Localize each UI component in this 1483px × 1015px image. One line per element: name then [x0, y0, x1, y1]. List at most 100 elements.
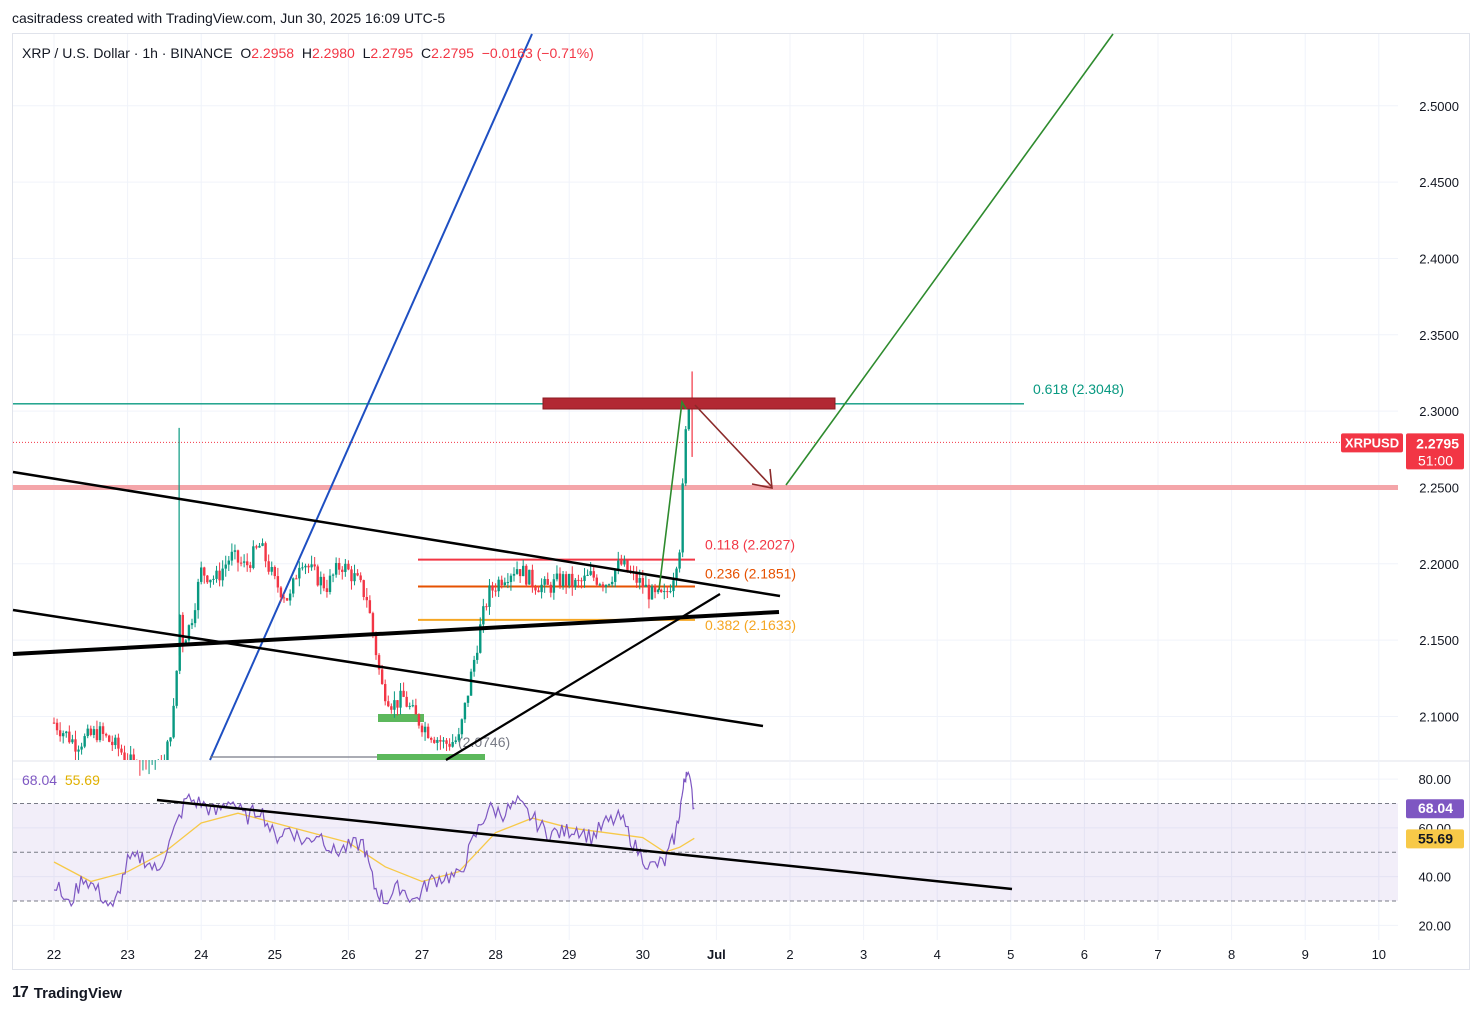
time-tick-label: 5 — [1007, 947, 1014, 962]
candle-body — [561, 574, 565, 587]
candle-body — [166, 741, 169, 760]
candle-body — [120, 748, 123, 753]
candle-body — [568, 573, 571, 586]
candle-body — [249, 565, 252, 568]
candle-body — [224, 564, 227, 569]
candle-body — [123, 752, 126, 760]
candle-body — [276, 576, 280, 588]
candle-body — [341, 569, 344, 572]
last-price-text: 2.2795 — [1416, 435, 1459, 451]
candle-body — [295, 578, 298, 580]
time-tick-label: 8 — [1228, 947, 1235, 962]
candle-body — [212, 578, 215, 580]
candle-body — [242, 561, 246, 563]
candle-body — [479, 624, 482, 653]
candle-body — [472, 659, 476, 672]
candle-body — [644, 584, 648, 588]
candle-body — [384, 684, 387, 702]
drawings-front — [12, 33, 1114, 761]
time-tick-label: 23 — [120, 947, 134, 962]
candle-body — [681, 483, 684, 553]
candle-body — [252, 546, 255, 568]
candle-body — [132, 754, 135, 760]
candle-body — [405, 696, 408, 707]
candle-body — [104, 733, 108, 736]
candle-body — [546, 578, 549, 585]
close-value: 2.2795 — [431, 45, 474, 61]
candle-body — [221, 568, 224, 581]
candle-body — [537, 590, 540, 593]
candle-body — [641, 578, 644, 588]
candle-body — [362, 580, 365, 598]
candle-body — [571, 573, 574, 587]
time-tick-label: 3 — [860, 947, 867, 962]
candle-body — [359, 575, 362, 581]
candle-body — [552, 579, 556, 593]
candle-body — [89, 728, 92, 735]
candle-body — [528, 569, 531, 585]
candle-body — [215, 570, 218, 579]
candle-body — [175, 670, 178, 706]
tradingview-logo-icon: 17 — [12, 984, 29, 1001]
rsi-band-fill — [13, 803, 1398, 901]
candle-body — [555, 573, 559, 580]
candle-body — [282, 597, 286, 599]
time-tick-label: 6 — [1081, 947, 1088, 962]
candle-body — [396, 700, 399, 708]
candle-body — [347, 563, 350, 570]
candle-body — [206, 575, 209, 583]
rsi-line — [53, 770, 695, 908]
candle-body — [509, 575, 513, 583]
tradingview-footer[interactable]: 17 TradingView — [12, 984, 122, 1002]
candle-body — [292, 578, 295, 594]
candle-body — [264, 543, 267, 562]
candle-body — [598, 584, 602, 586]
candle-body — [353, 573, 356, 582]
candle-body — [445, 740, 448, 744]
price-tick-label: 2.2500 — [1419, 480, 1459, 495]
candle-body — [469, 671, 473, 696]
candle-body — [512, 573, 516, 576]
price-tick-label: 2.3000 — [1419, 404, 1459, 419]
candle-body — [181, 614, 184, 646]
rsi-series — [53, 770, 1013, 908]
change-value: −0.0163 (−0.71%) — [481, 45, 594, 61]
green-impulse-arrow — [658, 399, 687, 591]
candle-body — [200, 567, 203, 582]
candle-body — [408, 705, 411, 707]
candle-body — [534, 587, 537, 591]
candle-body — [607, 584, 611, 586]
time-tick-label: 30 — [636, 947, 650, 962]
candle-body — [601, 584, 605, 587]
candle-body — [273, 567, 276, 577]
rising-trendline — [445, 593, 721, 761]
candle-body — [111, 741, 114, 746]
candle-body — [301, 567, 304, 569]
rsi-ma-line — [53, 812, 695, 883]
candle-body — [488, 585, 491, 607]
candle-body — [279, 587, 283, 598]
candle-body — [617, 560, 620, 571]
candle-body — [310, 564, 313, 568]
rsi-ma-badge-text: 55.69 — [1418, 830, 1453, 846]
candle-body — [338, 562, 341, 570]
candle-body — [390, 706, 393, 710]
candle-body — [350, 569, 353, 582]
candle-body — [460, 719, 464, 735]
candle-body — [239, 562, 243, 564]
candle-body — [285, 598, 289, 601]
time-tick-label: 7 — [1154, 947, 1161, 962]
candle-body — [193, 610, 197, 624]
price-tick-label: 2.5000 — [1419, 99, 1459, 114]
candle-body — [374, 633, 378, 656]
candle-body — [108, 735, 111, 742]
open-value: 2.2958 — [251, 45, 295, 61]
candle-body — [666, 591, 669, 593]
resistance-box — [542, 397, 836, 410]
candle-body — [457, 734, 460, 741]
candle-body — [522, 565, 525, 577]
candle-body — [371, 613, 375, 634]
candle-body — [402, 690, 405, 697]
open-label: O — [240, 45, 252, 61]
